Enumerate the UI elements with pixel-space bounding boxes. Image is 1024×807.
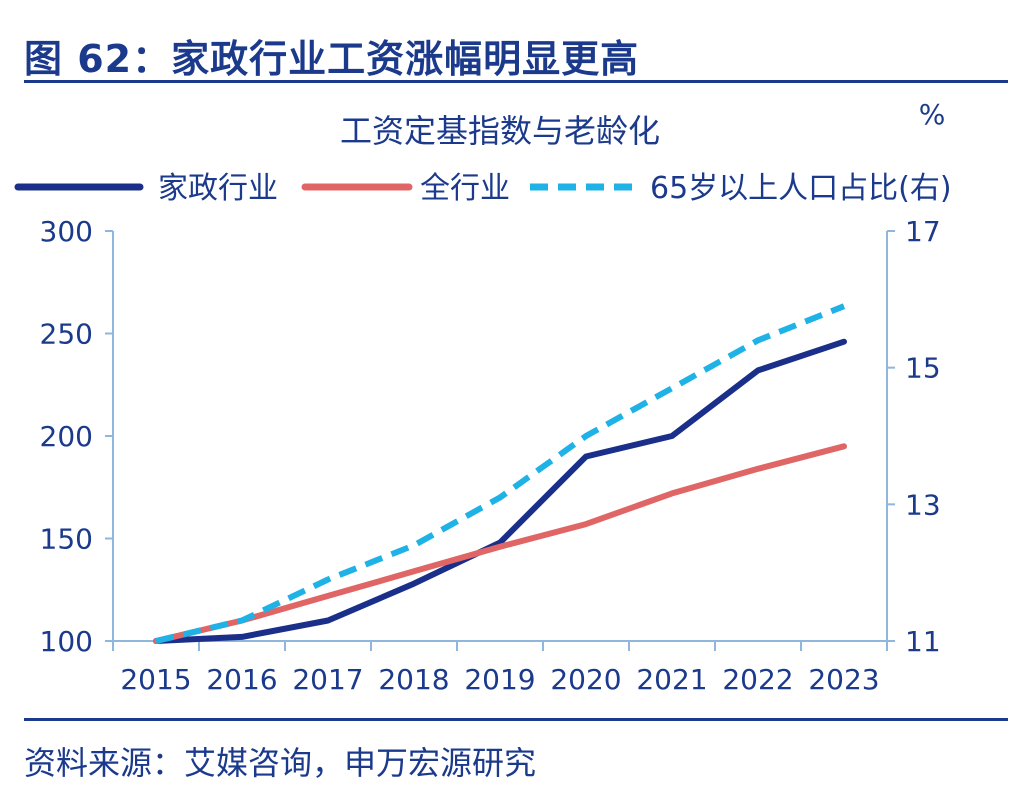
x-tick-label: 2020 bbox=[550, 663, 621, 696]
series-line bbox=[153, 443, 847, 644]
x-tick-label: 2016 bbox=[206, 663, 277, 696]
x-tick-label: 2019 bbox=[464, 663, 535, 696]
legend-label: 家政行业 bbox=[158, 171, 278, 206]
legend-label: 65岁以上人口占比(右) bbox=[650, 171, 952, 206]
line-chart: 工资定基指数与老龄化 % 家政行业 全行业 65岁以上人口占比(右) 100 150 2… bbox=[14, 98, 952, 696]
right-tick-label: 15 bbox=[905, 352, 941, 385]
legend: 家政行业 全行业 65岁以上人口占比(右) bbox=[14, 171, 952, 206]
left-tick-label: 300 bbox=[40, 215, 93, 248]
x-tick-label: 2023 bbox=[808, 663, 879, 696]
left-tick-label: 100 bbox=[40, 625, 93, 658]
series-line bbox=[153, 338, 847, 644]
x-tick-label: 2022 bbox=[722, 663, 793, 696]
x-tick-label: 2018 bbox=[378, 663, 449, 696]
left-tick-label: 200 bbox=[40, 420, 93, 453]
source-note: 资料来源：艾媒咨询，申万宏源研究 bbox=[24, 744, 537, 782]
right-tick-label: 11 bbox=[905, 625, 941, 658]
x-tick-label: 2021 bbox=[636, 663, 707, 696]
chart-title: 工资定基指数与老龄化 bbox=[340, 112, 660, 150]
axes: 100 150 200 250 300 11 13 15 17 2015 2016 2017 2018 2… bbox=[40, 215, 941, 696]
title-rule bbox=[24, 80, 1008, 83]
series-lines bbox=[153, 303, 847, 644]
left-tick-label: 250 bbox=[40, 318, 93, 351]
legend-label: 全行业 bbox=[420, 171, 510, 206]
right-axis-unit: % bbox=[919, 98, 946, 131]
figure-title: 图 62：家政行业工资涨幅明显更高 bbox=[24, 37, 640, 81]
source-rule bbox=[24, 718, 1008, 721]
series-line bbox=[155, 303, 846, 644]
right-tick-label: 17 bbox=[905, 215, 941, 248]
x-tick-label: 2017 bbox=[292, 663, 363, 696]
right-tick-label: 13 bbox=[905, 488, 941, 521]
left-tick-label: 150 bbox=[40, 523, 93, 556]
x-tick-label: 2015 bbox=[120, 663, 191, 696]
